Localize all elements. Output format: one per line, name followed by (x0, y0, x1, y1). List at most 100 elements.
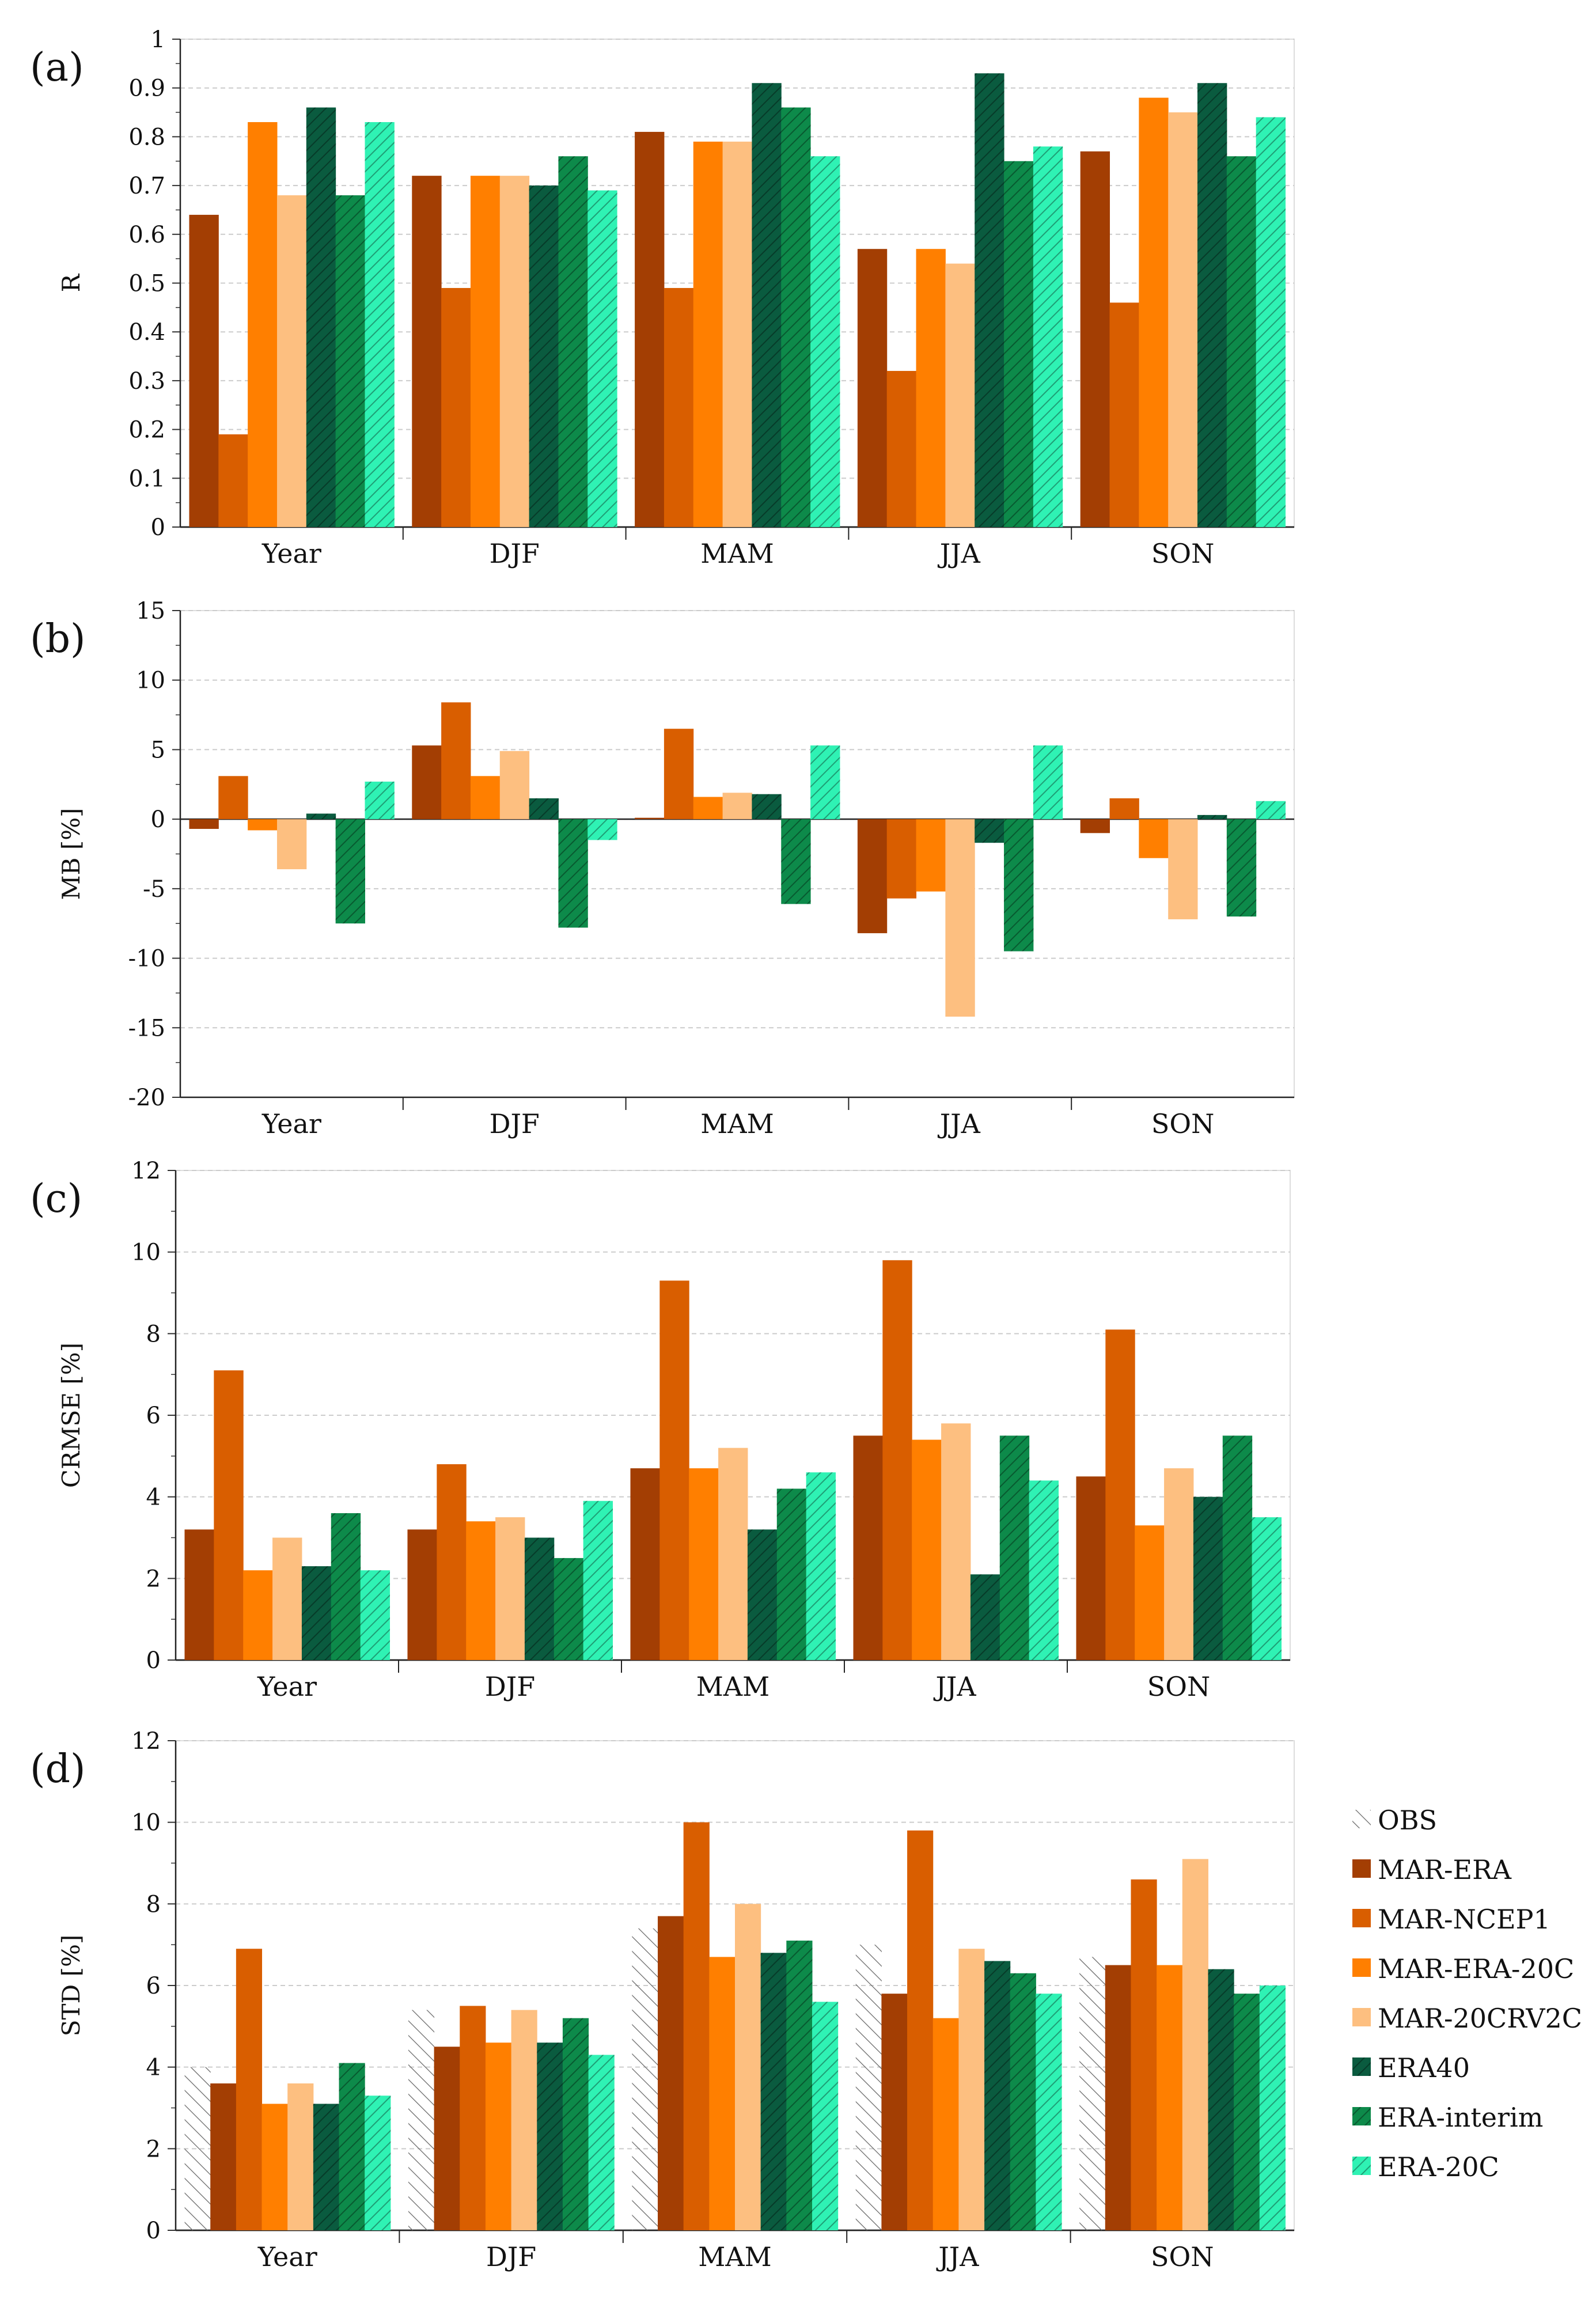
bar-mar-ncep1-year (218, 776, 248, 820)
bar-mar-era-year (210, 2083, 237, 2230)
legend-swatch-hatch (1352, 2058, 1371, 2076)
bar-hatch-overlay (1256, 117, 1286, 527)
bar-mar-era-son (1076, 1476, 1106, 1660)
bar-mar-ncep1-son (1109, 798, 1139, 820)
legend-item-era-interim: ERA-interim (1352, 2102, 1543, 2133)
bar-hatch-overlay (558, 819, 588, 928)
x-category-label: DJF (486, 2241, 536, 2272)
x-category-label: SON (1151, 2241, 1214, 2272)
bar-hatch-overlay (975, 73, 1004, 528)
bar-hatch-overlay (1252, 1517, 1282, 1660)
y-tick-label: 12 (131, 1728, 161, 1755)
bar-hatch-overlay (1010, 1973, 1036, 2230)
bar-mar-20crv2c-year (272, 1537, 302, 1660)
bar-mar-era-20c-son (1157, 1965, 1183, 2230)
bar-mar-ncep1-year (236, 1949, 263, 2230)
bar-mar-era-jja (857, 819, 888, 934)
bar-mar-era-mam (635, 131, 665, 527)
x-category-label: SON (1147, 1671, 1210, 1702)
legend-swatch-hatch (1352, 2107, 1371, 2125)
bar-mar-era-year (189, 819, 219, 829)
bar-mar-ncep1-mam (659, 1280, 689, 1660)
legend-label: ERA40 (1378, 2052, 1470, 2083)
bar-obs-year (184, 2067, 211, 2230)
legend-item-mar-ncep1: MAR-NCEP1 (1352, 1904, 1550, 1935)
bar-hatch-overlay (1004, 819, 1034, 952)
x-category-label: MAM (700, 538, 774, 569)
y-tick-label: 0.2 (128, 417, 165, 444)
bar-hatch-overlay (529, 798, 559, 820)
bar-hatch-overlay (583, 1501, 613, 1660)
bar-mar-era-jja (881, 1994, 908, 2230)
bar-mar-era-jja (857, 249, 888, 527)
x-category-label: Year (257, 2241, 317, 2272)
bar-mar-ncep1-djf (460, 2006, 486, 2230)
bar-hatch-overlay (806, 1472, 836, 1660)
bar-mar-ncep1-son (1131, 1879, 1157, 2230)
bar-mar-era-20c-year (243, 1570, 273, 1660)
panel-c: 0 2 4 6 8 10 12 Year DJF MAM JJA SON (c) CRMSE [%] (30, 1158, 1291, 1702)
bar-mar-ncep1-son (1105, 1329, 1135, 1660)
bar-mar-20crv2c-jja (941, 1423, 971, 1660)
bar-hatch-overlay (339, 2063, 365, 2230)
x-category-label: SON (1151, 538, 1214, 569)
bar-hatch-overlay (999, 1435, 1030, 1660)
bar-hatch-overlay (335, 819, 365, 924)
bar-mar-ncep1-djf (441, 287, 471, 527)
bar-mar-era-djf (407, 1529, 437, 1660)
bar-mar-era-20c-year (248, 122, 278, 528)
bar-mar-era-20c-son (1139, 819, 1169, 858)
legend-label: MAR-ERA-20C (1378, 1953, 1574, 1984)
bar-mar-ncep1-son (1109, 302, 1139, 527)
legend-item-obs: OBS (1352, 1805, 1437, 1836)
bar-obs-jja (855, 1945, 882, 2230)
bar-mar-era-djf (412, 176, 442, 527)
y-tick-label: 1 (151, 26, 165, 53)
bar-mar-20crv2c-mam (722, 141, 752, 527)
bar-hatch-overlay (1033, 146, 1063, 528)
bar-mar-era-20c-mam (693, 141, 723, 527)
bar-hatch-overlay (752, 83, 782, 528)
bar-obs-son (1079, 1957, 1106, 2230)
y-tick-label: 15 (136, 598, 165, 624)
bar-hatch-overlay (984, 1961, 1011, 2230)
bar-mar-20crv2c-jja (945, 819, 975, 1017)
legend: OBS MAR-ERA MAR-NCEP1 MAR-ERA-20C MAR-20CRV2… (1352, 1805, 1582, 2182)
bar-hatch-overlay (537, 2043, 563, 2230)
panel-label: (b) (30, 616, 86, 662)
bar-hatch-overlay (1036, 1994, 1062, 2230)
y-tick-label: 0.5 (128, 271, 165, 297)
y-tick-label: 0 (151, 514, 165, 541)
bar-mar-20crv2c-year (287, 2083, 314, 2230)
bar-mar-ncep1-djf (441, 702, 471, 820)
bar-hatch-overlay (587, 819, 617, 840)
bar-mar-era-mam (658, 1916, 684, 2230)
bar-hatch-overlay (554, 1558, 584, 1660)
bar-hatch-overlay (786, 1941, 813, 2230)
bar-hatch-overlay (588, 2055, 615, 2230)
bar-hatch-overlay (776, 1488, 807, 1660)
y-tick-label: 8 (146, 1891, 161, 1918)
y-tick-label: 0.3 (128, 368, 165, 395)
x-category-label: DJF (485, 1671, 535, 1702)
bar-mar-era-20c-djf (485, 2043, 512, 2230)
y-tick-label: 0 (151, 806, 165, 833)
bar-mar-era-djf (412, 745, 442, 820)
y-tick-label: 10 (131, 1810, 161, 1836)
bar-hatch-overlay (562, 2018, 589, 2230)
bar-mar-era-son (1105, 1965, 1131, 2230)
bar-hatch-overlay (1259, 1985, 1286, 2230)
y-axis-label: MB [%] (57, 808, 85, 900)
x-category-label: DJF (490, 1108, 540, 1139)
bar-mar-20crv2c-djf (495, 1517, 525, 1660)
y-tick-label: -5 (143, 876, 165, 903)
legend-item-mar-era: MAR-ERA (1352, 1854, 1512, 1885)
panel-label: (c) (30, 1176, 82, 1222)
bar-obs-djf (408, 2010, 435, 2230)
bar-hatch-overlay (365, 2096, 391, 2230)
bar-mar-era-20c-djf (470, 176, 501, 527)
bar-mar-20crv2c-djf (511, 2010, 537, 2230)
bar-mar-ncep1-mam (683, 1822, 710, 2230)
bar-mar-era-year (184, 1529, 214, 1660)
bar-mar-era-son (1080, 151, 1110, 527)
